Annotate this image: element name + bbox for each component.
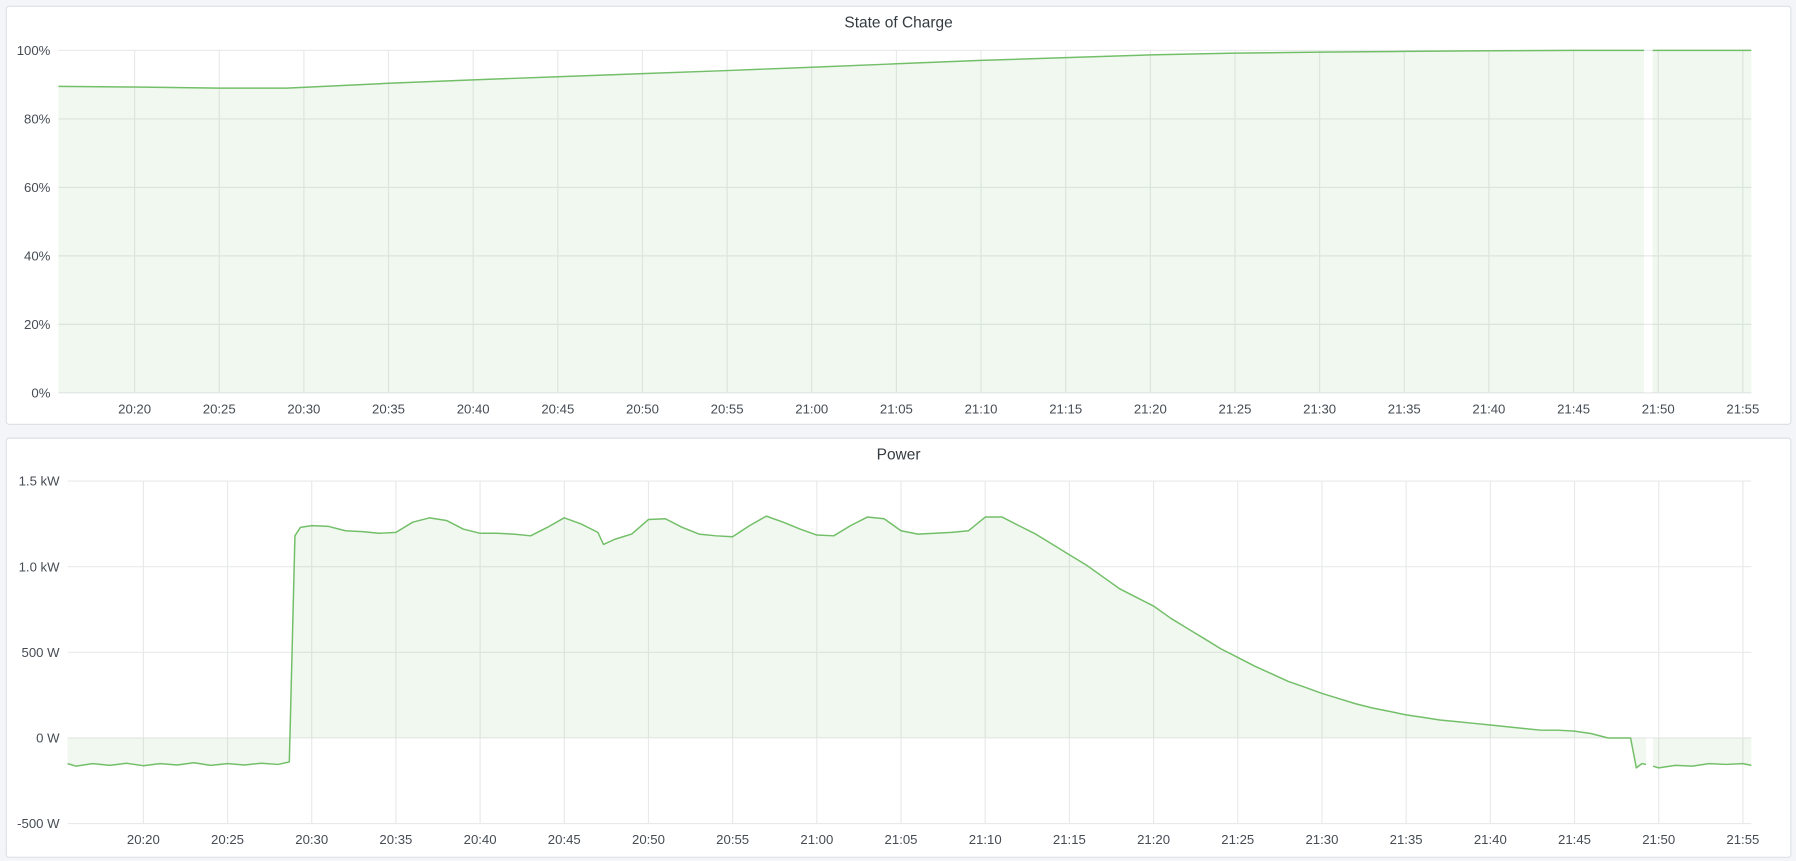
- y-tick-label: 500 W: [22, 645, 61, 660]
- power-panel: Power -500 W 0 W 500 W 1.0 kW 1.5 kW 20:20 20:…: [5, 437, 1792, 858]
- x-tick-label: 21:00: [795, 401, 828, 416]
- x-tick-label: 21:30: [1303, 401, 1336, 416]
- x-tick-label: 20:55: [716, 832, 749, 847]
- y-tick-label: 0%: [31, 385, 50, 400]
- y-tick-label: 60%: [24, 180, 51, 195]
- x-tick-label: 21:50: [1642, 401, 1675, 416]
- x-tick-label: 21:25: [1219, 401, 1252, 416]
- y-tick-label: 0 W: [36, 731, 60, 746]
- y-tick-label: 100%: [17, 43, 51, 58]
- x-tick-label: 21:05: [885, 832, 918, 847]
- x-tick-label: 21:45: [1558, 832, 1591, 847]
- x-tick-label: 21:45: [1557, 401, 1590, 416]
- series-area-fill: [58, 50, 1645, 393]
- x-tick-label: 20:30: [287, 401, 320, 416]
- series-line: [1652, 762, 1752, 769]
- x-tick-label: 21:15: [1049, 401, 1082, 416]
- x-tick-label: 21:05: [880, 401, 913, 416]
- x-tick-label: 21:50: [1642, 832, 1675, 847]
- x-tick-label: 20:25: [203, 401, 236, 416]
- x-tick-label: 21:10: [965, 401, 998, 416]
- x-tick-label: 21:35: [1388, 401, 1421, 416]
- series-area-fill: [1653, 737, 1752, 768]
- x-tick-label: 21:00: [800, 832, 833, 847]
- x-tick-label: 20:45: [541, 401, 574, 416]
- series-area-fill: [67, 516, 1647, 768]
- x-tick-label: 20:35: [372, 401, 405, 416]
- y-tick-label: 1.5 kW: [19, 474, 61, 489]
- x-tick-label: 21:15: [1053, 832, 1086, 847]
- y-tick-label: 20%: [24, 317, 51, 332]
- y-tick-label: -500 W: [17, 816, 60, 831]
- state-of-charge-chart: 0% 20% 40% 60% 80% 100% 20:20 20:25 20:30 20:35 20…: [17, 43, 1760, 417]
- state-of-charge-panel: State of Charge 0% 20% 40% 60% 80% 100% 20:20 2…: [5, 5, 1792, 425]
- x-tick-label: 20:25: [211, 832, 244, 847]
- x-tick-label: 21:55: [1726, 401, 1759, 416]
- x-tick-label: 21:40: [1472, 401, 1505, 416]
- x-tick-label: 20:45: [548, 832, 581, 847]
- panel-title[interactable]: Power: [876, 445, 921, 463]
- x-tick-label: 21:30: [1305, 832, 1338, 847]
- series-line: [58, 49, 1645, 89]
- x-tick-label: 21:20: [1137, 832, 1170, 847]
- y-tick-label: 80%: [24, 111, 51, 126]
- power-chart: -500 W 0 W 500 W 1.0 kW 1.5 kW 20:20 20:25 20:3…: [17, 474, 1759, 848]
- x-tick-label: 20:20: [127, 832, 160, 847]
- x-tick-label: 21:55: [1726, 832, 1759, 847]
- x-tick-label: 20:35: [379, 832, 412, 847]
- x-tick-label: 20:55: [711, 401, 744, 416]
- x-tick-label: 20:40: [457, 401, 490, 416]
- x-tick-label: 21:20: [1134, 401, 1167, 416]
- y-tick-label: 40%: [24, 248, 51, 263]
- y-tick-label: 1.0 kW: [19, 559, 61, 574]
- x-tick-label: 21:40: [1474, 832, 1507, 847]
- x-tick-label: 20:50: [626, 401, 659, 416]
- series-area-fill: [1652, 50, 1752, 393]
- x-tick-label: 20:50: [632, 832, 665, 847]
- x-tick-label: 20:30: [295, 832, 328, 847]
- x-tick-label: 21:25: [1221, 832, 1254, 847]
- x-tick-label: 21:10: [969, 832, 1002, 847]
- x-tick-label: 20:20: [118, 401, 151, 416]
- series-line: [67, 515, 1647, 769]
- x-tick-label: 20:40: [464, 832, 497, 847]
- panel-title[interactable]: State of Charge: [844, 13, 953, 31]
- x-tick-label: 21:35: [1390, 832, 1423, 847]
